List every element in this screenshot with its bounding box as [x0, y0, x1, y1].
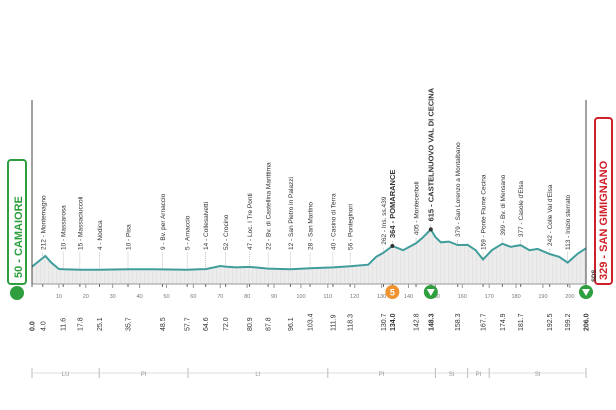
waypoint-label: 405 - Montecerboli [414, 181, 421, 235]
km-label: 64.6 [203, 317, 210, 331]
km-label: 17.8 [77, 317, 84, 331]
waypoint-label: 159 - Ponte Fiume Cecina [480, 174, 487, 250]
km-label: 87.8 [266, 317, 273, 331]
km-label: 206.0 [584, 313, 591, 331]
x-tick-label: 20 [83, 294, 89, 300]
region-label: PI [379, 372, 385, 378]
x-tick-label: 60 [190, 294, 196, 300]
km-label: 181.7 [518, 313, 525, 331]
x-tick-label: 30 [110, 294, 116, 300]
x-tick-label: 80 [244, 294, 250, 300]
sprint-label: 5 [390, 288, 395, 298]
km-label: 0.0 [30, 321, 37, 331]
x-tick-label: 140 [404, 294, 413, 300]
region-label: PI [476, 372, 482, 378]
profile-line [31, 227, 587, 271]
waypoint-label: 379 - San Lorenzo a Montalbano [455, 142, 462, 237]
km-label: 199.2 [565, 313, 572, 331]
start-box [7, 159, 27, 285]
km-label: 118.3 [348, 314, 355, 331]
sprint-icon [385, 285, 400, 299]
km-label: 174.9 [500, 313, 507, 331]
km-label: 4.0 [40, 321, 47, 331]
waypoint-label: 10 - Massarosa [61, 205, 68, 250]
waypoint-label: 212 - Montemagno [40, 195, 47, 250]
x-tick-label: 190 [538, 294, 547, 300]
waypoint-label: 262 - Ins. ss.439 [381, 196, 388, 244]
waypoint-label: 4 - Nodica [97, 220, 104, 250]
waypoint-label: 377 - Casole d'Elsa [518, 181, 525, 238]
x-tick-label: 110 [323, 294, 332, 300]
x-tick-label: 160 [458, 294, 467, 300]
km-label: 158.3 [455, 313, 462, 331]
x-tick-label: 180 [511, 294, 520, 300]
km-label: 142.8 [414, 313, 421, 331]
plot: 1020304050607080901001101201301401501601… [30, 87, 593, 378]
region-label: PI [141, 372, 147, 378]
waypoint-dot [390, 243, 395, 248]
finish-box [594, 117, 613, 285]
x-tick-label: 50 [163, 294, 169, 300]
region-label: SI [449, 372, 455, 378]
kom-triangle [426, 289, 435, 296]
region-label: LI [255, 372, 260, 378]
kom-triangle [582, 289, 590, 296]
km-label: 130.7 [381, 313, 388, 331]
x-tick-label: 70 [217, 294, 223, 300]
waypoint-label: 22 - Bv. di Castellina Marittima [266, 162, 273, 250]
waypoint-label: 28 - San Martino [308, 202, 315, 250]
start-label: 50 - CAMAIORE [13, 196, 25, 278]
x-tick-label: 130 [377, 294, 386, 300]
km-label: 103.4 [308, 313, 315, 331]
waypoint-dot [428, 227, 433, 232]
x-tick-label: 100 [296, 294, 305, 300]
km-label: 48.5 [160, 317, 167, 331]
x-tick-label: 120 [350, 294, 359, 300]
km-label: 11.6 [61, 318, 68, 331]
region-label: SI [535, 372, 541, 378]
waypoint-label: 52 - Crocino [223, 214, 230, 250]
finish-label: 329 - SAN GIMIGNANO [598, 160, 610, 280]
waypoint-label: 14 - Collesalvetti [203, 202, 210, 250]
x-tick-label: 90 [271, 294, 277, 300]
waypoint-label: 15 - Massaciuccoli [77, 197, 84, 250]
waypoint-label: 10 - Pisa [126, 224, 133, 250]
waypoint-label: 5 - Arnaccio [185, 215, 192, 250]
km-label: 35.7 [126, 317, 133, 331]
km-label: 134.0 [390, 313, 397, 331]
km-label: 167.7 [480, 313, 487, 331]
waypoint-label: 40 - Casino di Terra [330, 193, 337, 250]
km-label: 72.0 [223, 317, 230, 331]
x-tick-label: 200 [565, 294, 574, 300]
km-label: 57.7 [185, 317, 192, 331]
waypoint-label: 399 - Bv. di Mensano [500, 174, 507, 235]
start-icon [10, 286, 24, 300]
km-label: 25.1 [97, 317, 104, 331]
x-tick-label: 170 [485, 294, 494, 300]
region-label: LU [62, 372, 70, 378]
km-label: 80.9 [247, 317, 254, 331]
waypoint-label: 56 - Ponteginori [348, 204, 355, 250]
waypoint-label: 364 - POMARANCE [388, 170, 397, 238]
waypoint-label: 9 - Bv. per Arnaccio [160, 193, 167, 250]
km-label: 192.5 [547, 313, 554, 331]
x-tick-label: 40 [137, 294, 143, 300]
x-tick-label: 10 [56, 294, 62, 300]
waypoint-label: 12 - San Pietro in Palazzi [288, 177, 295, 250]
sds-label: SDS [592, 270, 598, 282]
waypoint-label: 242 - Colle Val d'Elsa [547, 184, 554, 246]
km-label: 148.3 [428, 313, 435, 331]
km-label: 111.9 [330, 314, 337, 331]
waypoint-label: 113 - Inizio sterrato [565, 194, 572, 250]
waypoint-label: 47 - Loc. I Tre Ponti [247, 193, 254, 250]
waypoint-label: 615 - CASTELNUOVO VAL DI CECINA [426, 87, 435, 221]
km-label: 96.1 [288, 317, 295, 331]
